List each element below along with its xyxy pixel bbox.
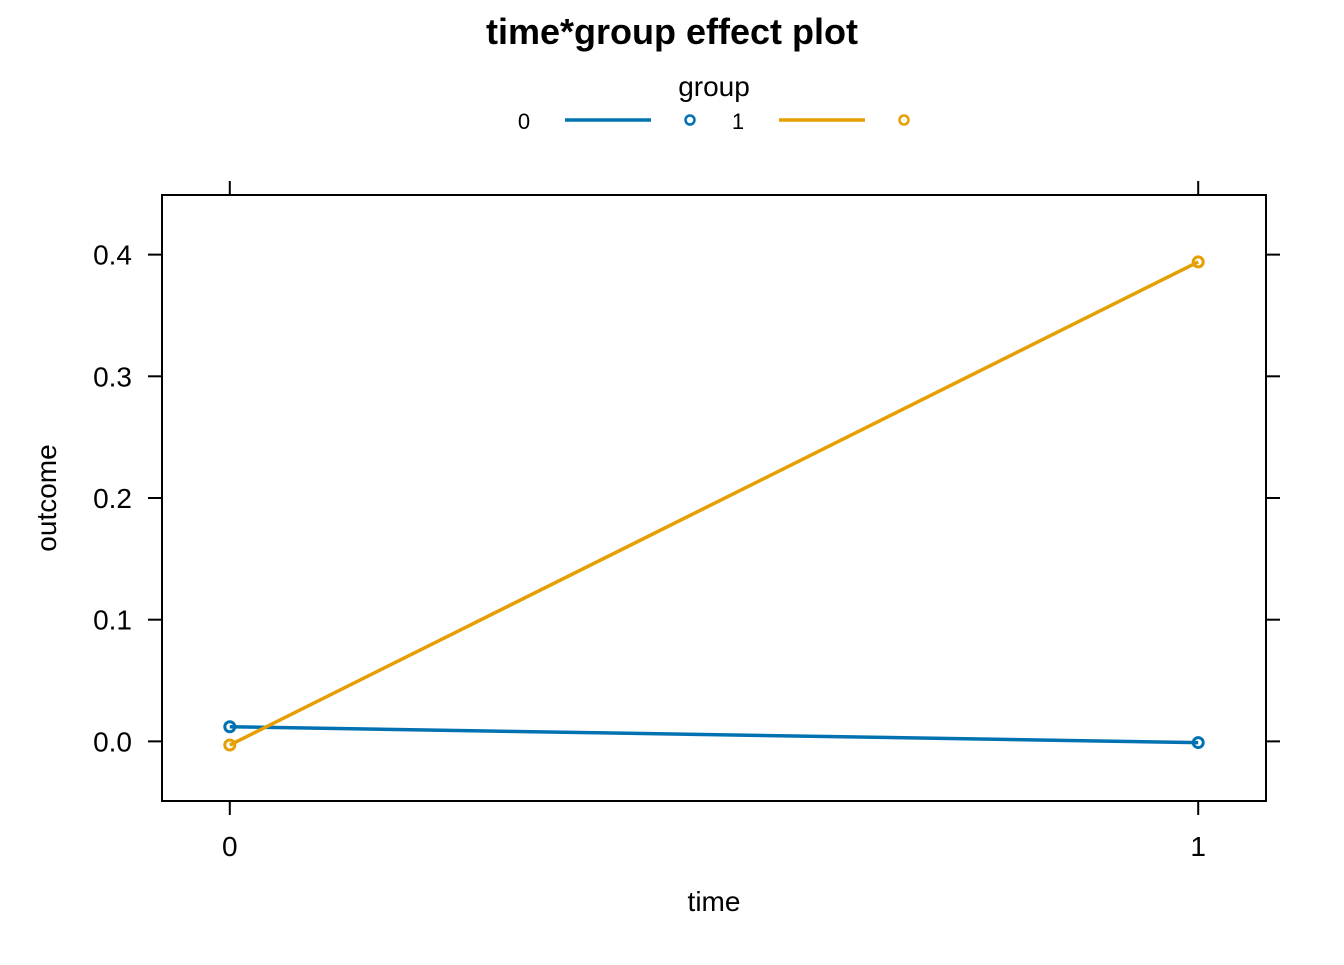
x-tick-label: 1 xyxy=(1190,831,1206,862)
data-point-0-0 xyxy=(223,720,237,734)
y-tick-label: 0.1 xyxy=(93,605,132,636)
series-layer xyxy=(223,255,1205,752)
legend-title: group xyxy=(678,71,750,102)
y-tick-label: 0.2 xyxy=(93,483,132,514)
series-line-0 xyxy=(229,725,1199,745)
tick-marks xyxy=(148,181,1280,815)
tick-labels: 0 1 0.0 0.1 0.2 0.3 0.4 xyxy=(93,240,1206,862)
x-tick-label: 0 xyxy=(222,831,238,862)
y-tick-label: 0.4 xyxy=(93,240,132,271)
series-line-1 xyxy=(229,260,1199,747)
chart-title: time*group effect plot xyxy=(486,11,858,52)
plot-frame xyxy=(161,194,1267,802)
data-point-1-1 xyxy=(1191,255,1205,269)
y-tick-label: 0.3 xyxy=(93,361,132,392)
legend-point-1 xyxy=(898,114,910,126)
data-point-1-0 xyxy=(223,738,237,752)
y-tick-label: 0.0 xyxy=(93,726,132,757)
legend-label: 0 xyxy=(518,109,530,134)
x-axis-label: time xyxy=(688,886,741,917)
legend-point-0 xyxy=(684,114,696,126)
data-point-0-1 xyxy=(1191,736,1205,750)
legend-label: 1 xyxy=(732,109,744,134)
y-axis-label: outcome xyxy=(31,444,62,551)
